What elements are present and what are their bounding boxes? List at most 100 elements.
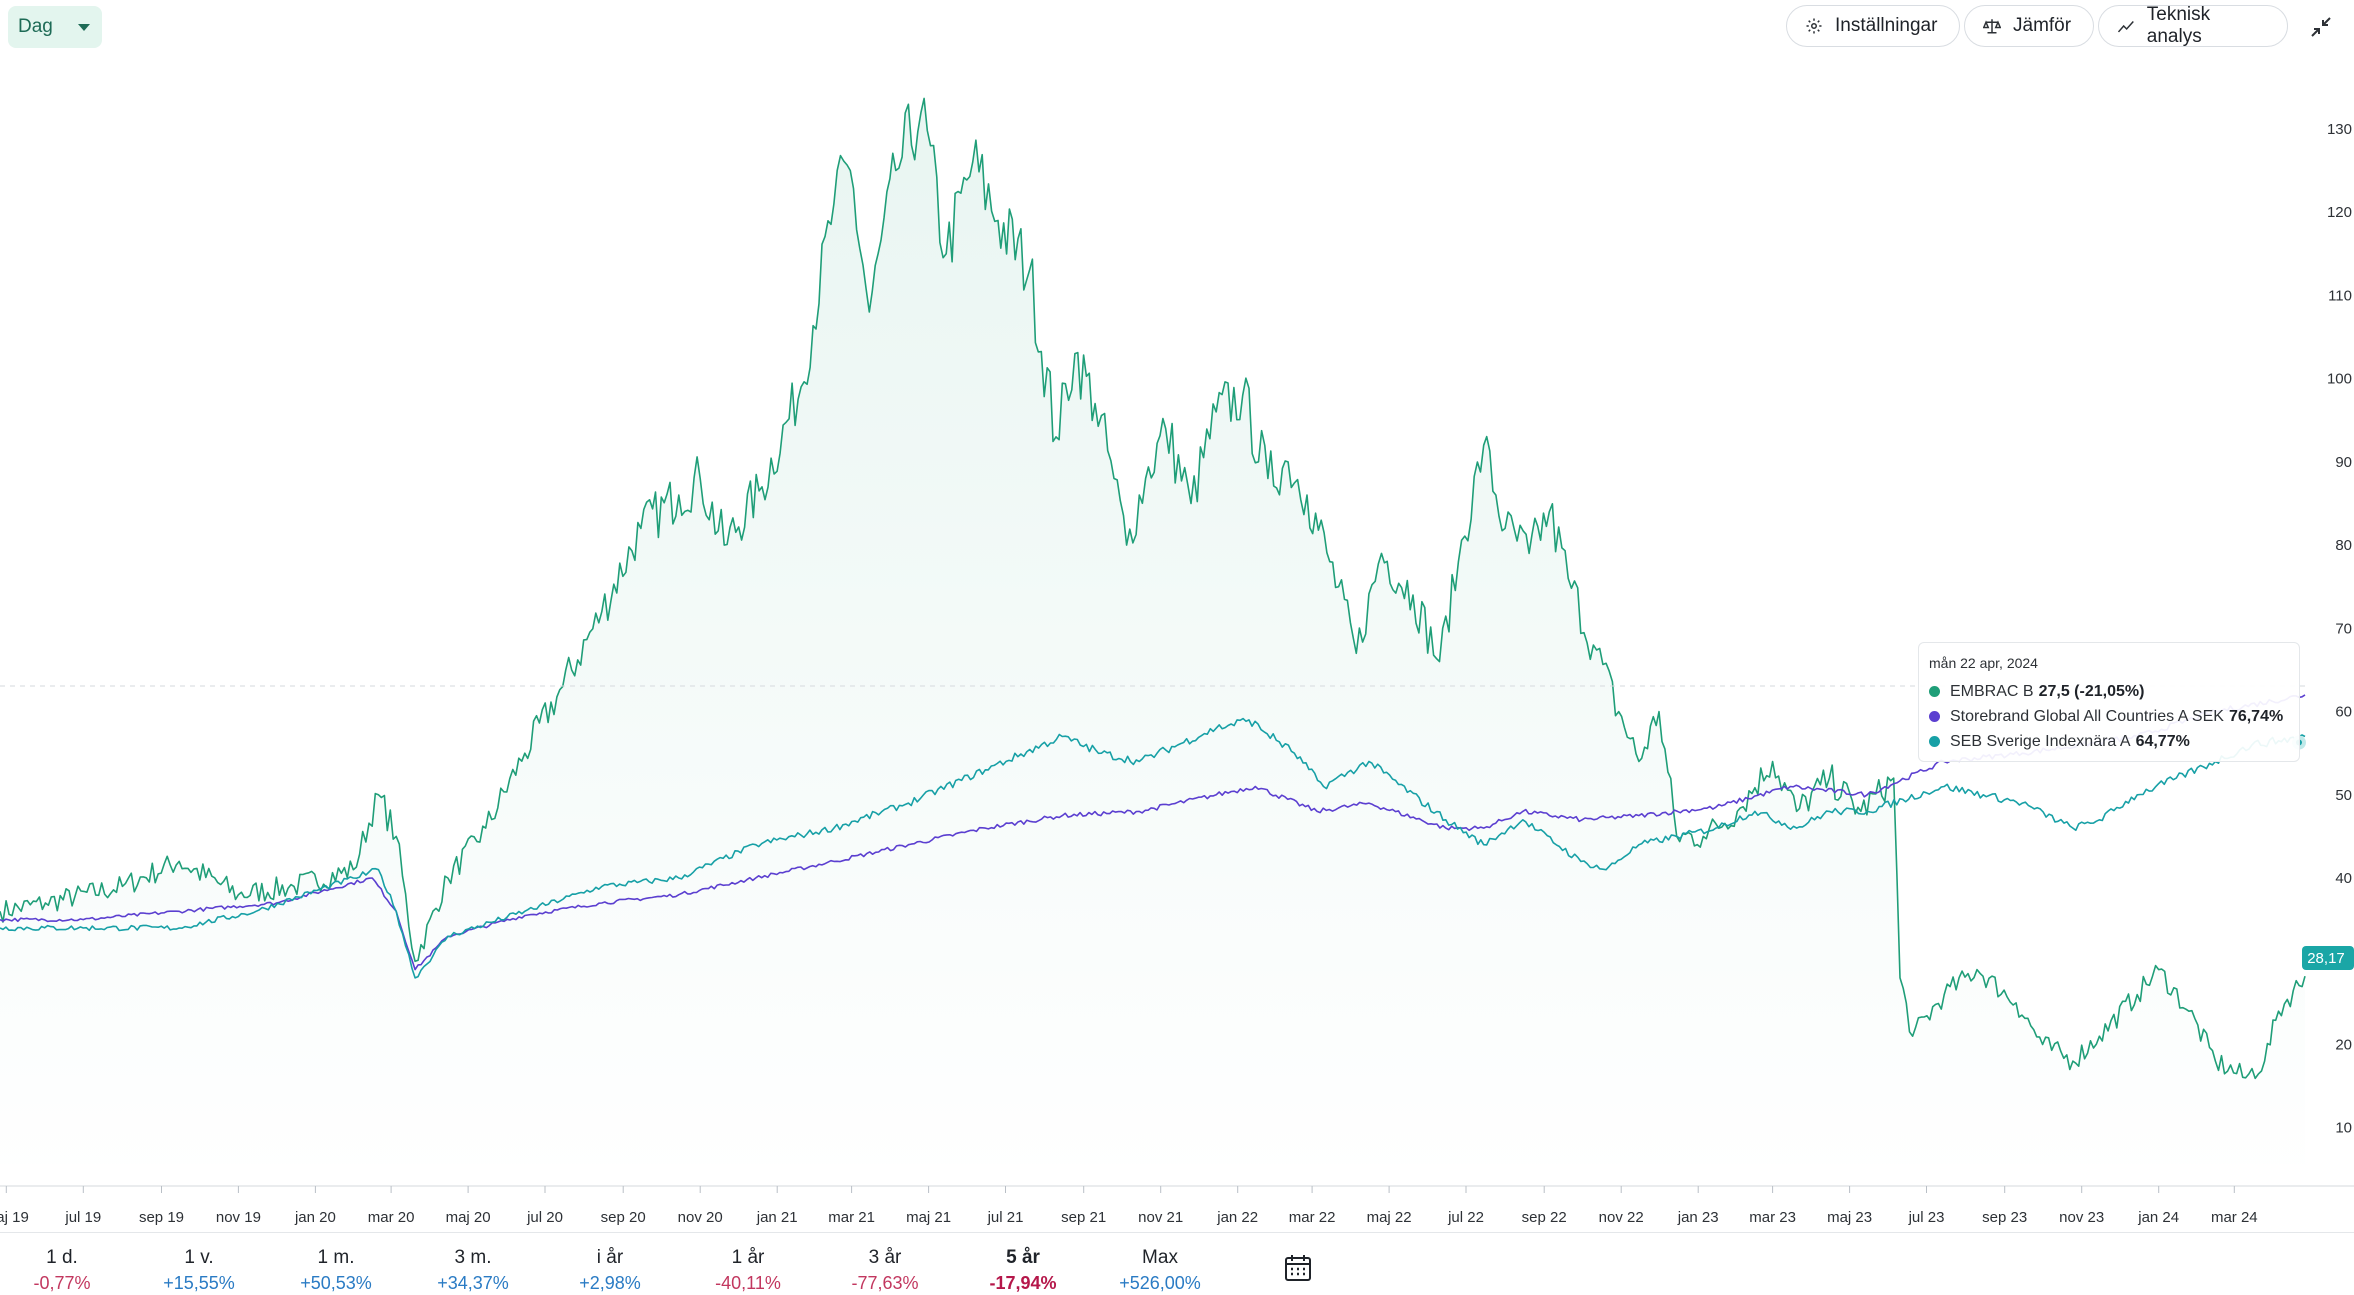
- compare-button-label: Jämför: [2013, 15, 2072, 36]
- period-label: 1 år: [731, 1247, 765, 1268]
- tooltip-series-name: SEB Sverige Indexnära A: [1950, 732, 2131, 750]
- tooltip-series-name: Storebrand Global All Countries A SEK: [1950, 707, 2224, 725]
- x-tick-label: nov 23: [2059, 1209, 2104, 1226]
- x-tick-label: jul 20: [526, 1209, 563, 1226]
- period-1d[interactable]: 1 d. -0,77%: [2, 1247, 122, 1294]
- x-tick-label: maj 20: [446, 1209, 491, 1226]
- period-change: +34,37%: [437, 1273, 509, 1293]
- x-tick-label: sep 19: [139, 1209, 184, 1226]
- series-line-1: [0, 694, 2306, 971]
- tooltip-row-storebrand: Storebrand Global All Countries A SEK 76…: [1929, 704, 2299, 729]
- period-max[interactable]: Max +526,00%: [1100, 1247, 1220, 1294]
- collapse-button[interactable]: [2306, 12, 2336, 42]
- price-badge-text: 28,17: [2307, 950, 2345, 967]
- x-tick-label: maj 21: [906, 1209, 951, 1226]
- x-tick-label: mar 20: [368, 1209, 415, 1226]
- y-tick-label: 120: [2327, 204, 2352, 221]
- chart-toolbar: Dag Inställningar Jämför Teknisk analys: [0, 0, 2354, 54]
- period-change: +15,55%: [163, 1273, 235, 1293]
- settings-button[interactable]: Inställningar: [1786, 5, 1960, 47]
- period-ytd[interactable]: i år +2,98%: [550, 1247, 670, 1294]
- period-label: Max: [1142, 1247, 1178, 1268]
- trend-line-icon: [2117, 21, 2134, 33]
- technical-analysis-button[interactable]: Teknisk analys: [2098, 4, 2288, 47]
- period-label: 1 v.: [184, 1247, 214, 1268]
- tooltip-row-embrac: EMBRAC B 27,5 (-21,05%): [1929, 679, 2299, 704]
- series-line-2: [0, 717, 2306, 979]
- tooltip-series-name: EMBRAC B: [1950, 682, 2034, 700]
- period-3m[interactable]: 3 m. +34,37%: [413, 1247, 533, 1294]
- y-tick-label: 80: [2335, 537, 2352, 554]
- price-badge: 28,17: [2302, 946, 2354, 970]
- x-tick-label: mar 23: [1749, 1209, 1796, 1226]
- date-range-button[interactable]: [1282, 1252, 1314, 1284]
- period-1w[interactable]: 1 v. +15,55%: [139, 1247, 259, 1294]
- x-tick-label: jan 20: [294, 1209, 336, 1226]
- x-tick-label: jan 23: [1677, 1209, 1719, 1226]
- period-label: i år: [596, 1247, 624, 1268]
- y-tick-label: 40: [2335, 870, 2352, 887]
- period-1y[interactable]: 1 år -40,11%: [688, 1247, 808, 1294]
- x-tick-label: maj 19: [0, 1209, 29, 1226]
- calendar-icon: [1285, 1255, 1311, 1281]
- x-tick-label: jan 24: [2137, 1209, 2179, 1226]
- period-5y[interactable]: 5 år -17,94%: [963, 1247, 1083, 1294]
- x-tick-label: jan 22: [1216, 1209, 1258, 1226]
- legend-dot-seb: [1929, 736, 1940, 747]
- x-tick-label: jul 19: [64, 1209, 101, 1226]
- x-tick-label: sep 22: [1522, 1209, 1567, 1226]
- period-change: +526,00%: [1119, 1273, 1201, 1293]
- legend-dot-storebrand: [1929, 711, 1940, 722]
- y-tick-label: 60: [2335, 704, 2352, 721]
- chevron-down-icon: [78, 24, 90, 31]
- y-tick-label: 50: [2335, 787, 2352, 804]
- x-tick-label: maj 22: [1367, 1209, 1412, 1226]
- x-tick-label: sep 21: [1061, 1209, 1106, 1226]
- series-layer: [0, 97, 2306, 1186]
- period-change: -0,77%: [33, 1273, 91, 1293]
- interval-select[interactable]: Dag: [8, 6, 102, 48]
- y-tick-label: 10: [2335, 1120, 2352, 1137]
- y-tick-label: 90: [2335, 454, 2352, 471]
- x-tick-label: sep 20: [601, 1209, 646, 1226]
- period-label: 1 m.: [317, 1247, 355, 1268]
- x-tick-label: nov 21: [1138, 1209, 1183, 1226]
- tooltip-series-value: 76,74%: [2228, 707, 2284, 725]
- tooltip-date: mån 22 apr, 2024: [1929, 655, 2038, 671]
- period-label: 5 år: [1006, 1247, 1040, 1268]
- y-tick-label: 20: [2335, 1037, 2352, 1054]
- period-1m[interactable]: 1 m. +50,53%: [276, 1247, 396, 1294]
- scale-icon: [1983, 19, 2001, 34]
- x-tick-label: sep 23: [1982, 1209, 2027, 1226]
- compare-button[interactable]: Jämför: [1964, 5, 2094, 47]
- collapse-icon: [2311, 17, 2331, 37]
- x-tick-label: maj 23: [1827, 1209, 1872, 1226]
- interval-select-label: Dag: [18, 16, 53, 37]
- tooltip-series-value: 64,77%: [2135, 732, 2190, 750]
- period-3y[interactable]: 3 år -77,63%: [825, 1247, 945, 1294]
- x-tick-label: mar 22: [1289, 1209, 1336, 1226]
- period-change: -17,94%: [989, 1273, 1057, 1293]
- x-axis: maj 19 jul 19 sep 19 nov 19 jan 20 mar 20 maj …: [0, 1186, 2258, 1226]
- x-tick-label: nov 20: [678, 1209, 723, 1226]
- x-tick-label: jul 23: [1908, 1209, 1945, 1226]
- x-tick-label: jan 21: [756, 1209, 798, 1226]
- x-tick-label: nov 22: [1599, 1209, 1644, 1226]
- period-label: 1 d.: [46, 1247, 78, 1268]
- chart-tooltip: mån 22 apr, 2024 EMBRAC B 27,5 (-21,05%)…: [1918, 642, 2300, 762]
- x-tick-label: nov 19: [216, 1209, 261, 1226]
- y-tick-label: 130: [2327, 121, 2352, 138]
- y-tick-label: 110: [2328, 287, 2352, 304]
- y-tick-label: 70: [2335, 620, 2352, 637]
- period-label: 3 m.: [454, 1247, 492, 1268]
- period-change: -40,11%: [715, 1273, 781, 1293]
- tooltip-row-seb: SEB Sverige Indexnära A 64,77%: [1929, 729, 2299, 754]
- series-area-0: [0, 98, 2305, 1186]
- legend-dot-embrac: [1929, 686, 1940, 697]
- tooltip-series-value: 27,5 (-21,05%): [2038, 682, 2145, 700]
- price-chart[interactable]: 102030405060708090100110120130 maj 19jul…: [0, 54, 2354, 1232]
- x-tick-label: mar 24: [2211, 1209, 2258, 1226]
- settings-button-label: Inställningar: [1835, 15, 1938, 36]
- y-tick-label: 100: [2327, 371, 2352, 388]
- period-label: 3 år: [868, 1247, 902, 1268]
